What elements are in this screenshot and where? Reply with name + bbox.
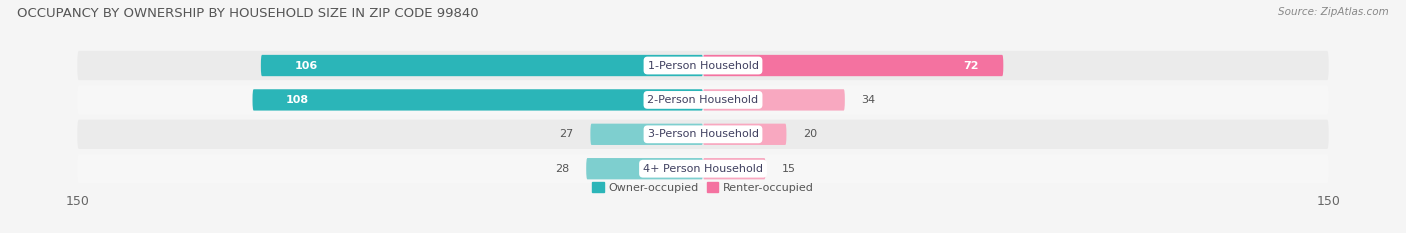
Text: 4+ Person Household: 4+ Person Household (643, 164, 763, 174)
FancyBboxPatch shape (703, 158, 765, 179)
Text: 72: 72 (963, 61, 979, 71)
FancyBboxPatch shape (586, 158, 703, 179)
Text: 34: 34 (862, 95, 876, 105)
FancyBboxPatch shape (703, 55, 1004, 76)
Text: 2-Person Household: 2-Person Household (647, 95, 759, 105)
FancyBboxPatch shape (77, 154, 1329, 183)
Text: 108: 108 (285, 95, 309, 105)
FancyBboxPatch shape (703, 124, 786, 145)
Text: 1-Person Household: 1-Person Household (648, 61, 758, 71)
FancyBboxPatch shape (77, 120, 1329, 149)
Text: 3-Person Household: 3-Person Household (648, 129, 758, 139)
FancyBboxPatch shape (253, 89, 703, 111)
Text: 20: 20 (803, 129, 817, 139)
Text: 106: 106 (294, 61, 318, 71)
Legend: Owner-occupied, Renter-occupied: Owner-occupied, Renter-occupied (592, 182, 814, 193)
FancyBboxPatch shape (703, 89, 845, 111)
FancyBboxPatch shape (591, 124, 703, 145)
Text: 15: 15 (782, 164, 796, 174)
Text: OCCUPANCY BY OWNERSHIP BY HOUSEHOLD SIZE IN ZIP CODE 99840: OCCUPANCY BY OWNERSHIP BY HOUSEHOLD SIZE… (17, 7, 478, 20)
Text: Source: ZipAtlas.com: Source: ZipAtlas.com (1278, 7, 1389, 17)
Text: 28: 28 (555, 164, 569, 174)
FancyBboxPatch shape (262, 55, 703, 76)
FancyBboxPatch shape (77, 85, 1329, 115)
FancyBboxPatch shape (77, 51, 1329, 80)
Text: 27: 27 (560, 129, 574, 139)
